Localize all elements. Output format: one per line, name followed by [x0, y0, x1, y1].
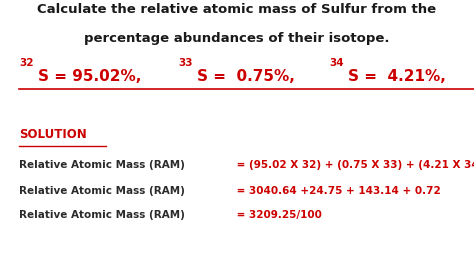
Text: S = 95.02%,: S = 95.02%,	[37, 69, 146, 84]
Text: Relative Atomic Mass (RAM): Relative Atomic Mass (RAM)	[19, 210, 185, 220]
Text: = 3040.64 +24.75 + 143.14 + 0.72: = 3040.64 +24.75 + 143.14 + 0.72	[233, 186, 441, 196]
Text: = (95.02 X 32) + (0.75 X 33) + (4.21 X 34) + (0.02 X 36): = (95.02 X 32) + (0.75 X 33) + (4.21 X 3…	[233, 160, 474, 170]
Text: 34: 34	[329, 59, 344, 69]
Text: S =  4.21%,: S = 4.21%,	[348, 69, 452, 84]
Text: = 3209.25/100: = 3209.25/100	[233, 210, 322, 220]
Text: 33: 33	[178, 59, 192, 69]
Text: Calculate the relative atomic mass of Sulfur from the: Calculate the relative atomic mass of Su…	[37, 3, 437, 16]
Text: percentage abundances of their isotope.: percentage abundances of their isotope.	[84, 32, 390, 45]
Text: Relative Atomic Mass (RAM): Relative Atomic Mass (RAM)	[19, 186, 185, 196]
Text: S =  0.75%,: S = 0.75%,	[197, 69, 300, 84]
Text: SOLUTION: SOLUTION	[19, 128, 87, 141]
Text: Relative Atomic Mass (RAM): Relative Atomic Mass (RAM)	[19, 160, 185, 170]
Text: 32: 32	[19, 59, 34, 69]
